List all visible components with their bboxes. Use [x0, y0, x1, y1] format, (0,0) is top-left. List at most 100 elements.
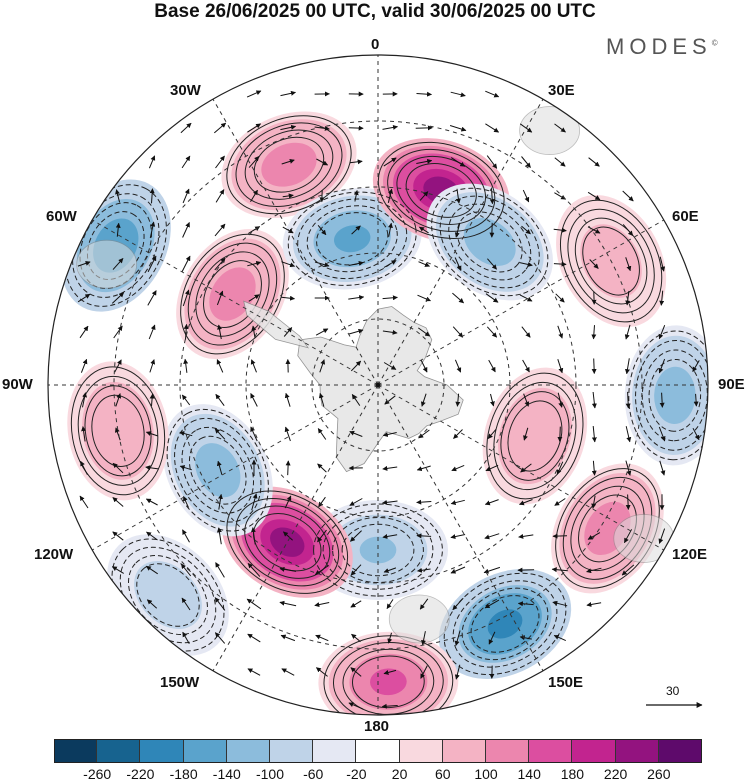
contour-line — [486, 372, 584, 500]
wind-arrow-icon — [319, 359, 326, 373]
map-border — [47, 54, 709, 716]
wind-arrow-icon — [315, 634, 329, 642]
wind-arrow-icon — [284, 426, 291, 442]
contour-line — [351, 655, 425, 709]
graticule — [48, 55, 708, 715]
contour-line — [313, 503, 443, 597]
wind-arrow-icon — [317, 224, 327, 236]
wind-arrow-icon — [115, 222, 121, 237]
wind-arrow-icon — [553, 634, 567, 642]
contour-line — [574, 217, 648, 305]
map-disc — [48, 55, 708, 715]
wind-arrow-icon — [214, 223, 226, 237]
contour-line — [461, 587, 549, 661]
wind-arrow-icon — [149, 359, 156, 373]
contour-line — [235, 497, 340, 587]
wind-arrow-icon — [658, 528, 666, 544]
wind-arrow-icon — [418, 226, 429, 234]
wind-arrow-icon — [416, 91, 432, 97]
wind-arrow-icon — [250, 426, 258, 442]
wind-arrow-icon — [145, 465, 159, 471]
wind-arrow-icon — [659, 392, 665, 408]
wind-arrow-icon — [483, 566, 501, 574]
wind-arrow-icon — [623, 529, 633, 544]
wind-arrow-icon — [314, 602, 330, 608]
wind-arrow-icon — [281, 668, 295, 676]
wind-arrow-icon — [115, 189, 121, 203]
wind-arrow-icon — [314, 125, 330, 131]
wind-arrow-icon — [523, 393, 530, 407]
wind-arrow-icon — [554, 498, 566, 506]
wind-arrow-icon — [589, 259, 599, 269]
meridian-line — [377, 384, 665, 551]
anomaly-level — [473, 226, 507, 258]
wind-arrow-icon — [182, 188, 190, 204]
wind-arrow-icon — [147, 290, 157, 306]
meridian-line — [91, 384, 379, 551]
colorbar-tick-label: 140 — [517, 766, 541, 782]
wind-arrow-icon — [79, 325, 89, 339]
wind-arrow-icon — [382, 499, 398, 505]
wind-vectors — [77, 90, 700, 710]
wind-arrow-icon — [284, 495, 292, 509]
wind-arrow-icon — [246, 90, 262, 98]
wind-arrow-icon — [251, 325, 257, 339]
contour-line — [628, 330, 708, 461]
south-pole-marker — [375, 382, 381, 388]
contour-line — [174, 417, 262, 523]
meridian-line — [377, 384, 544, 672]
contour-line — [226, 115, 352, 215]
wind-arrow-icon — [182, 289, 190, 307]
colorbar — [54, 739, 703, 763]
anomaly-level — [151, 578, 185, 612]
wind-arrow-icon — [217, 324, 222, 340]
anomaly-level — [203, 452, 233, 488]
map-title: Base 26/06/2025 00 UTC, valid 30/06/2025… — [154, 1, 596, 22]
contour-line — [387, 148, 496, 232]
wind-arrow-icon — [591, 426, 597, 443]
lon-label-60e: 60E — [672, 208, 699, 225]
wind-arrow-icon — [281, 158, 295, 165]
wind-arrow-icon — [453, 429, 463, 439]
wind-arrow-icon — [149, 393, 155, 406]
wind-arrow-icon — [624, 324, 631, 340]
wind-arrow-icon — [418, 327, 431, 337]
anomaly-level — [359, 536, 397, 564]
colorbar-tick-label: 100 — [474, 766, 498, 782]
lon-label-0: 0 — [371, 36, 380, 53]
contour-line — [84, 385, 152, 477]
wind-arrow-icon — [523, 427, 529, 441]
contour-line — [493, 381, 577, 491]
meridian-line — [377, 219, 665, 386]
colorbar-tick-label: -140 — [212, 766, 241, 782]
colorbar-tick-label: -220 — [126, 766, 155, 782]
wind-arrow-icon — [348, 260, 364, 266]
wind-arrow-icon — [485, 293, 499, 303]
wind-arrow-icon — [213, 122, 227, 134]
wind-arrow-icon — [659, 256, 666, 272]
lon-label-120w: 120W — [34, 546, 74, 563]
wind-arrow-icon — [554, 192, 567, 200]
anomaly-level — [370, 668, 407, 696]
wind-arrow-icon — [588, 157, 600, 167]
contour-line — [582, 226, 640, 296]
wind-arrow-icon — [248, 294, 260, 302]
anomaly-cell — [282, 188, 422, 290]
wind-arrow-icon — [77, 293, 91, 303]
contour-line — [470, 595, 540, 653]
wind-arrow-icon — [246, 598, 262, 610]
wind-arrow-icon — [488, 631, 496, 645]
contour-line — [323, 635, 454, 715]
wind-arrow-icon — [348, 295, 365, 301]
wind-arrow-icon — [692, 360, 700, 373]
wind-arrow-icon — [586, 567, 602, 574]
contour-line — [559, 199, 663, 323]
wind-arrow-icon — [79, 495, 89, 509]
contour-line — [635, 339, 708, 451]
wind-arrow-icon — [80, 358, 88, 373]
wind-arrow-icon — [419, 191, 429, 201]
wind-arrow-icon — [81, 426, 87, 442]
wind-arrow-icon — [692, 427, 700, 441]
wind-arrow-icon — [281, 295, 295, 301]
wind-arrow-icon — [111, 292, 125, 304]
